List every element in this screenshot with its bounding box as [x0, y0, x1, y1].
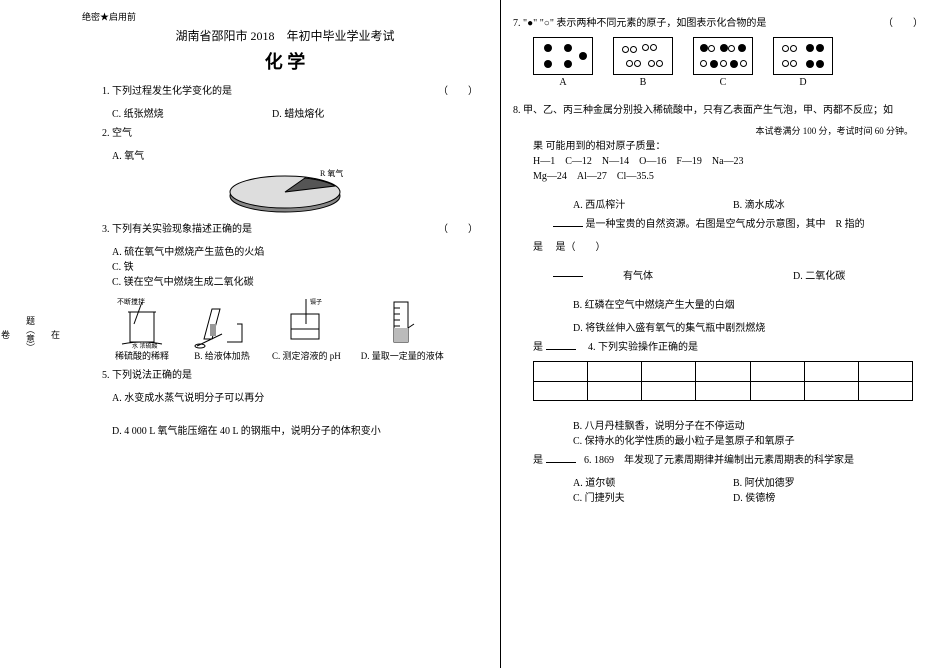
opt-b-redp: B. 红磷在空气中燃烧产生大量的白烟 [573, 296, 933, 311]
is-label3: 是 [533, 455, 543, 466]
exam-page: 在 题（意） 卷 上 答 题 无 效 绝密★启用前 湖南省邵阳市 2018 年初… [0, 0, 945, 668]
beaker-d: D. 量取一定量的液体 [361, 294, 444, 362]
q8-stem: 8. 甲、乙、丙三种金属分别投入稀硫酸中，只有乙表面产生气泡，甲、丙都不反应；如 [513, 105, 893, 116]
q3-stem: 3. 下列有关实验现象描述正确的是 [102, 224, 252, 235]
opt-b-fragrance: B. 八月丹桂飘香，说明分子在不停运动 [573, 417, 933, 432]
air-line3: 是 是（ ） [533, 238, 933, 253]
exam-region-year: 湖南省邵阳市 2018 年初中毕业学业考试 [82, 27, 488, 44]
gutter-text: 在 [49, 330, 62, 339]
blank-underline [553, 217, 583, 227]
q1-opt-c: C. 纸张燃烧 [112, 105, 232, 120]
q1-opt-d: D. 蜡烛熔化 [272, 105, 392, 120]
q3-opt-c: C. 铁 [112, 258, 488, 273]
question-3: 3. 下列有关实验现象描述正确的是 （ ） [102, 222, 488, 237]
question-1: 1. 下列过程发生化学变化的是 （ ） [102, 84, 488, 99]
beaker-a-label: 稀硫酸的稀释 [115, 349, 169, 362]
beaker-c: 镊子 C. 测定溶液的 pH [272, 294, 341, 362]
q7-stem-a: 7. "●" [513, 18, 537, 29]
beaker-a: 不断搅拌 水 浓硫酸 稀硫酸的稀释 [112, 294, 172, 362]
q7-diagrams: A B [533, 37, 933, 75]
blank-underline [553, 267, 583, 277]
beaker-b: B. 给液体加热 [192, 294, 252, 362]
q7-box-a: A [533, 37, 593, 75]
q6-opts-row2: C. 门捷列夫 D. 侯德榜 [573, 489, 933, 504]
opt-a-juice: A. 西瓜榨汁 [573, 196, 693, 211]
question-2: 2. 空气 [102, 126, 488, 141]
question-7: 7. "●" "○" 表示两种不同元素的原子，如图表示化合物的是 （ ） [513, 16, 933, 31]
opt-d-iron: D. 将铁丝伸入盛有氧气的集气瓶中剧烈燃烧 [573, 319, 933, 334]
pie-label-r: R 氧气 [320, 168, 343, 178]
beaker-b-label: B. 给液体加热 [194, 349, 250, 362]
binding-gutter: 在 题（意） 卷 上 答 题 无 效 [0, 0, 70, 668]
subject-title: 化 学 [82, 48, 488, 74]
q3-opt-a: A. 硫在氧气中燃烧产生蓝色的火焰 [112, 243, 488, 258]
q6-opts-row1: A. 道尔顿 B. 阿伏加德罗 [573, 474, 933, 489]
svg-text:镊子: 镊子 [310, 298, 322, 306]
q6-opt-b: B. 阿伏加德罗 [733, 474, 853, 489]
air-line2: 是一种宝贵的自然资源。右图是空气成分示意图，其中 R 指的 [586, 219, 865, 230]
air-pie-chart: R 氧气 [205, 166, 365, 216]
question-8: 8. 甲、乙、丙三种金属分别投入稀硫酸中，只有乙表面产生气泡，甲、丙都不反应；如 [513, 103, 933, 118]
blank-underline [546, 340, 576, 350]
answer-table [533, 361, 913, 401]
q4-stem: 4. 下列实验操作正确的是 [588, 342, 698, 353]
is-label: 是 [533, 242, 543, 253]
mix-opts-1: A. 西瓜榨汁 B. 滴水成冰 [573, 196, 933, 211]
gas-label: 有气体 [623, 267, 653, 282]
q7-box-d: D [773, 37, 833, 75]
q2-opt-a: A. 氧气 [112, 147, 488, 162]
answer-paren: （ ） [438, 84, 478, 99]
question-4-stem: 是 4. 下列实验操作正确的是 [533, 340, 933, 355]
q1-stem: 1. 下列过程发生化学变化的是 [102, 86, 232, 97]
q6-opt-a: A. 道尔顿 [573, 474, 693, 489]
q7-box-b: B [613, 37, 673, 75]
q6-stem: 6. 1869 年发现了元素周期律并编制出元素周期表的科学家是 [584, 455, 854, 466]
answer-paren: （ ） [883, 16, 923, 31]
q5-opt-d: D. 4 000 L 氧气能压缩在 40 L 的钢瓶中，说明分子的体积变小 [112, 422, 488, 437]
blank-underline [546, 453, 576, 463]
q4-diagrams: 不断搅拌 水 浓硫酸 稀硫酸的稀释 B. 给液体加热 [112, 294, 488, 362]
opt-c-water: C. 保持水的化学性质的最小粒子是氢原子和氧原子 [573, 432, 933, 447]
gutter-text: 卷 [0, 330, 12, 339]
right-column: 7. "●" "○" 表示两种不同元素的原子，如图表示化合物的是 （ ） A [501, 0, 945, 668]
secret-label: 绝密★启用前 [82, 10, 488, 23]
atomic-masses-2: Mg—24 Al—27 Cl—35.5 [533, 167, 933, 182]
q8-sub: 果 可能用到的相对原子质量： [533, 137, 933, 152]
q7-label-b: B [640, 77, 647, 88]
beaker-c-label: C. 测定溶液的 pH [272, 349, 341, 362]
opt-b-ice: B. 滴水成冰 [733, 196, 853, 211]
question-6: 是 6. 1869 年发现了元素周期律并编制出元素周期表的科学家是 [533, 453, 933, 468]
air-resource-line: 是一种宝贵的自然资源。右图是空气成分示意图，其中 R 指的 [553, 217, 933, 232]
q7-label-d: D [799, 77, 806, 88]
q7-box-c: C [693, 37, 753, 75]
question-5: 5. 下列说法正确的是 [102, 368, 488, 383]
beaker-d-label: D. 量取一定量的液体 [361, 349, 444, 362]
exam-note: 本试卷满分 100 分，考试时间 60 分钟。 [513, 124, 913, 137]
mix-opts-2: 有气体 D. 二氧化碳 [553, 267, 933, 282]
gutter-text: 题（意） [24, 316, 37, 352]
q7-label-a: A [559, 77, 566, 88]
q7-label-c: C [720, 77, 727, 88]
q3-opt-cx: C. 镁在空气中燃烧生成二氧化碳 [112, 273, 488, 288]
left-column: 绝密★启用前 湖南省邵阳市 2018 年初中毕业学业考试 化 学 1. 下列过程… [70, 0, 500, 668]
q6-opt-c: C. 门捷列夫 [573, 489, 693, 504]
paren-blank: 是（ ） [556, 242, 606, 253]
q5-opt-a: A. 水变成水蒸气说明分子可以再分 [112, 389, 488, 404]
answer-paren: （ ） [438, 222, 478, 237]
q5-stem: 5. 下列说法正确的是 [102, 370, 192, 381]
opt-d-co2: D. 二氧化碳 [793, 267, 913, 282]
is-label2: 是 [533, 342, 543, 353]
q7-stem-b: "○" 表示两种不同元素的原子，如图表示化合物的是 [540, 18, 767, 29]
q6-opt-d: D. 侯德榜 [733, 489, 853, 504]
q2-stem: 2. 空气 [102, 128, 132, 139]
atomic-masses-1: H—1 C—12 N—14 O—16 F—19 Na—23 [533, 152, 933, 167]
q1-options: C. 纸张燃烧 D. 蜡烛熔化 [112, 105, 488, 120]
